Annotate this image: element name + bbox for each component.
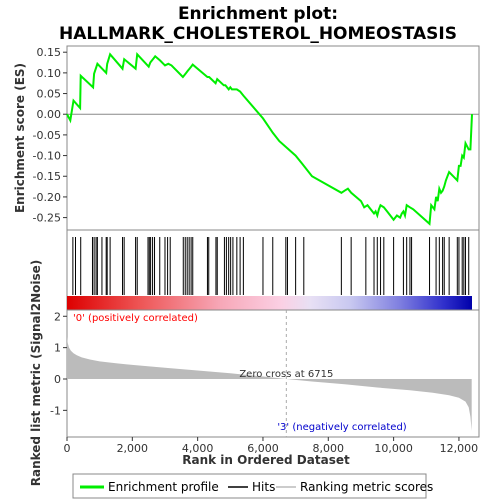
x-tick-label: 6,000 — [247, 442, 279, 455]
x-tick-label: 0 — [64, 442, 71, 455]
es-y-tick-label: 0.05 — [37, 88, 62, 101]
es-y-axis-label: Enrichment score (ES) — [13, 63, 27, 213]
x-tick-label: 8,000 — [313, 442, 345, 455]
metric-y-axis-label: Ranked list metric (Signal2Noise) — [29, 260, 43, 487]
ranked-metric-panel: Zero cross at 6715 '0' (positively corre… — [29, 260, 480, 487]
ranked-list-color-bar — [67, 296, 472, 310]
es-y-tick-label: -0.20 — [33, 191, 61, 204]
x-tick-label: 10,000 — [374, 442, 413, 455]
es-y-tick-label: -0.10 — [33, 150, 61, 163]
es-y-tick-label: 0.00 — [37, 108, 62, 121]
es-y-tick-label: 0.15 — [37, 46, 62, 59]
metric-y-tick-label: 1 — [54, 342, 61, 355]
es-y-tick-label: 0.10 — [37, 67, 62, 80]
positive-correlation-label: '0' (positively correlated) — [73, 313, 198, 324]
x-axis-label: Rank in Ordered Dataset — [182, 453, 350, 467]
negative-correlation-label: '3' (negatively correlated) — [277, 422, 406, 433]
hits-panel — [66, 229, 480, 311]
es-panel: 0.15 0.10 0.05 0.00 -0.05 -0.10 -0.15 -0.20 -0.2… — [13, 45, 480, 231]
chart-title-line2: HALLMARK_CHOLESTEROL_HOMEOSTASIS — [59, 24, 457, 44]
es-y-tick-label: -0.05 — [33, 129, 61, 142]
metric-y-tick-label: 0 — [54, 373, 61, 386]
legend-box — [72, 473, 427, 499]
metric-y-tick-label: 2 — [54, 310, 61, 323]
zero-cross-label: Zero cross at 6715 — [239, 369, 333, 380]
es-y-tick-label: -0.15 — [33, 170, 61, 183]
legend-enrichment-label: Enrichment profile — [108, 480, 219, 494]
x-tick-label: 4,000 — [182, 442, 214, 455]
es-y-tick-label: -0.25 — [33, 212, 61, 225]
chart-title-line1: Enrichment plot: — [178, 4, 338, 24]
x-tick-label: 2,000 — [117, 442, 149, 455]
metric-y-tick-label: -1 — [50, 404, 61, 417]
ranking-metric-area — [67, 336, 472, 431]
legend-metric-label: Ranking metric scores — [300, 480, 433, 494]
legend: Enrichment profile Hits Ranking metric s… — [72, 473, 433, 499]
legend-hits-label: Hits — [252, 480, 275, 494]
es-plot-area — [66, 45, 480, 231]
x-tick-label: 12,000 — [440, 442, 479, 455]
enrichment-profile-line — [66, 52, 473, 226]
